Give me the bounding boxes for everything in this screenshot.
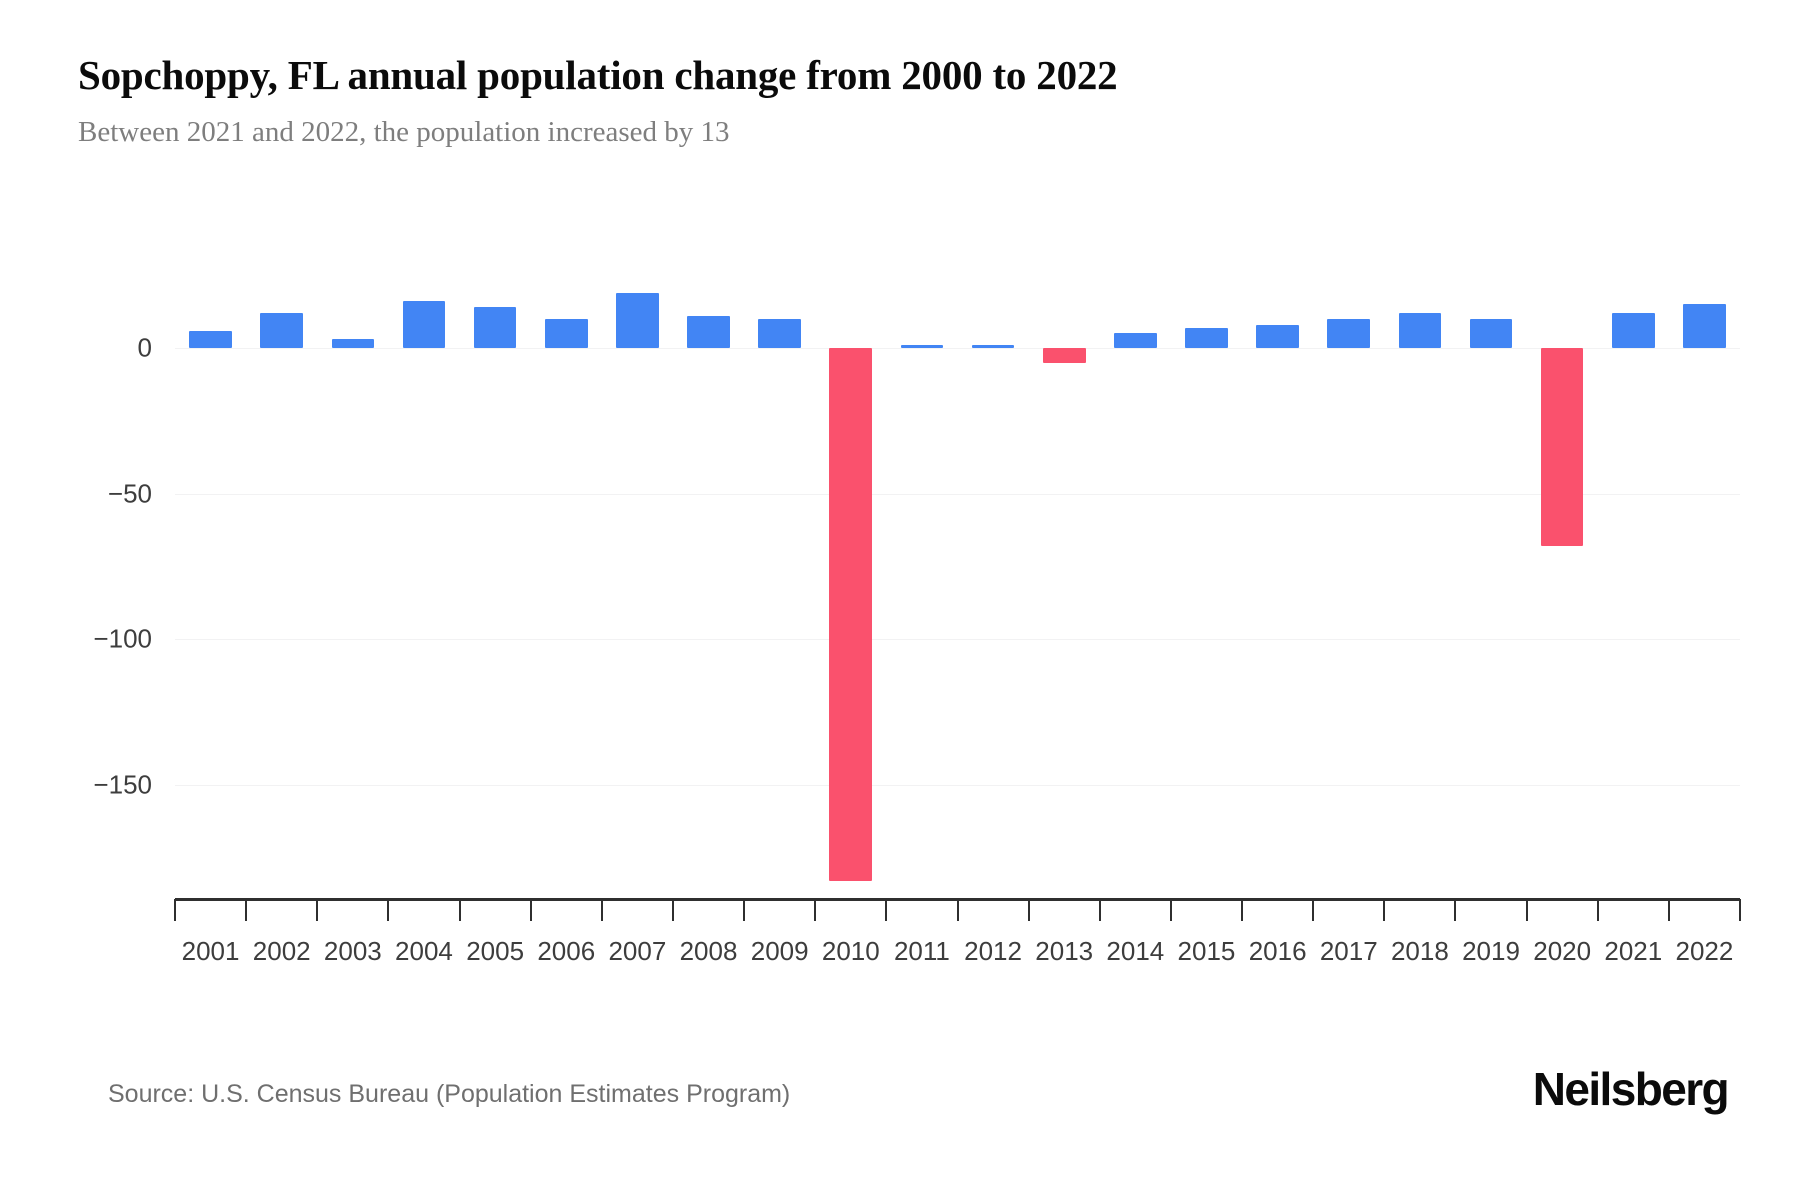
chart-header: Sopchoppy, FL annual population change f… <box>78 50 1718 151</box>
gridline <box>175 493 1740 495</box>
x-axis-tick <box>1525 899 1528 921</box>
gridline <box>175 639 1740 641</box>
x-axis-tick <box>1312 899 1315 921</box>
x-axis-tick <box>1169 899 1172 921</box>
x-axis-tick-label-2021: 2021 <box>1604 936 1663 966</box>
x-axis-tick <box>814 899 817 921</box>
x-axis-tick-label-2015: 2015 <box>1177 936 1236 966</box>
x-axis-tick <box>387 899 390 921</box>
x-axis-tick-label-2001: 2001 <box>181 936 240 966</box>
y-axis-tick-label: −150 <box>93 769 152 800</box>
bar-2014[interactable] <box>1114 333 1157 348</box>
brand-logo: Neilsberg <box>1532 1063 1730 1115</box>
bar-2020[interactable] <box>1540 348 1584 547</box>
x-axis-tick <box>1098 899 1101 921</box>
x-axis-tick-label-2011: 2011 <box>893 936 950 966</box>
bar-2011[interactable] <box>900 345 944 348</box>
bar-2005[interactable] <box>473 307 517 348</box>
x-axis-tick <box>1596 899 1599 921</box>
bar-2019[interactable] <box>1469 318 1513 348</box>
bar-2016[interactable] <box>1256 324 1299 348</box>
x-axis-tick-label-2010: 2010 <box>821 936 880 966</box>
bar-2003[interactable] <box>331 339 375 348</box>
x-axis-tick <box>1667 899 1670 921</box>
chart-subtitle: Between 2021 and 2022, the population in… <box>78 116 730 148</box>
bar-2012[interactable] <box>971 345 1015 348</box>
x-axis-tick <box>1739 899 1741 921</box>
gridline <box>175 784 1740 786</box>
bar-2010[interactable] <box>829 348 873 882</box>
page-title: Sopchoppy, FL annual population change f… <box>78 52 1118 98</box>
x-axis-tick-label-2004: 2004 <box>395 936 453 966</box>
x-axis-tick-label-2018: 2018 <box>1390 936 1449 966</box>
x-axis-tick-label-2003: 2003 <box>323 936 382 966</box>
x-axis-tick-label-2013: 2013 <box>1035 936 1094 966</box>
x-axis-tick-label-2017: 2017 <box>1319 936 1378 966</box>
zero-baseline <box>175 348 1740 349</box>
x-axis-tick-label-2008: 2008 <box>679 936 738 966</box>
bar-2015[interactable] <box>1185 327 1228 348</box>
x-axis-tick <box>671 899 674 921</box>
x-axis-tick <box>885 899 888 921</box>
y-axis-tick-label: −100 <box>93 623 152 654</box>
bar-2021[interactable] <box>1611 313 1655 348</box>
x-axis-tick <box>1383 899 1386 921</box>
y-axis-tick-label: 0 <box>137 332 152 363</box>
x-axis-tick-label-2002: 2002 <box>252 936 311 966</box>
x-axis-tick-label-2016: 2016 <box>1248 936 1307 966</box>
x-axis-tick-label-2006: 2006 <box>537 936 596 966</box>
bar-series <box>175 0 1740 1200</box>
x-axis-tick <box>600 899 603 921</box>
bar-2008[interactable] <box>687 315 730 348</box>
x-axis-tick <box>1241 899 1244 921</box>
x-axis-tick-label-2019: 2019 <box>1462 936 1520 966</box>
x-axis-tick-label-2020: 2020 <box>1533 936 1592 966</box>
x-axis-tick-label-2014: 2014 <box>1106 936 1165 966</box>
bar-2018[interactable] <box>1398 313 1442 348</box>
x-axis-tick <box>1027 899 1030 921</box>
x-axis-tick <box>529 899 532 921</box>
source-note: Source: U.S. Census Bureau (Population E… <box>108 1080 791 1108</box>
x-axis-tick-label-2005: 2005 <box>466 936 525 966</box>
y-axis-tick-label: −50 <box>107 478 152 509</box>
x-axis-tick-label-2009: 2009 <box>750 936 809 966</box>
x-axis-tick <box>956 899 959 921</box>
x-axis-tick-label-2012: 2012 <box>964 936 1022 966</box>
x-axis-tick <box>316 899 319 921</box>
x-axis-tick <box>1454 899 1457 921</box>
bar-2002[interactable] <box>260 313 304 348</box>
x-axis-tick-label-2007: 2007 <box>608 936 667 966</box>
x-axis-tick <box>174 899 176 921</box>
x-axis-tick <box>245 899 248 921</box>
bar-2017[interactable] <box>1327 318 1371 348</box>
x-axis-tick-label-2022: 2022 <box>1675 936 1734 966</box>
bar-2013[interactable] <box>1042 348 1086 363</box>
x-axis-tick <box>743 899 746 921</box>
bar-2007[interactable] <box>616 292 659 348</box>
bar-2022[interactable] <box>1683 304 1726 348</box>
bar-2001[interactable] <box>189 330 232 348</box>
bar-2004[interactable] <box>402 301 446 348</box>
bar-2006[interactable] <box>544 318 588 348</box>
bar-2009[interactable] <box>758 318 801 348</box>
x-axis-tick <box>458 899 461 921</box>
